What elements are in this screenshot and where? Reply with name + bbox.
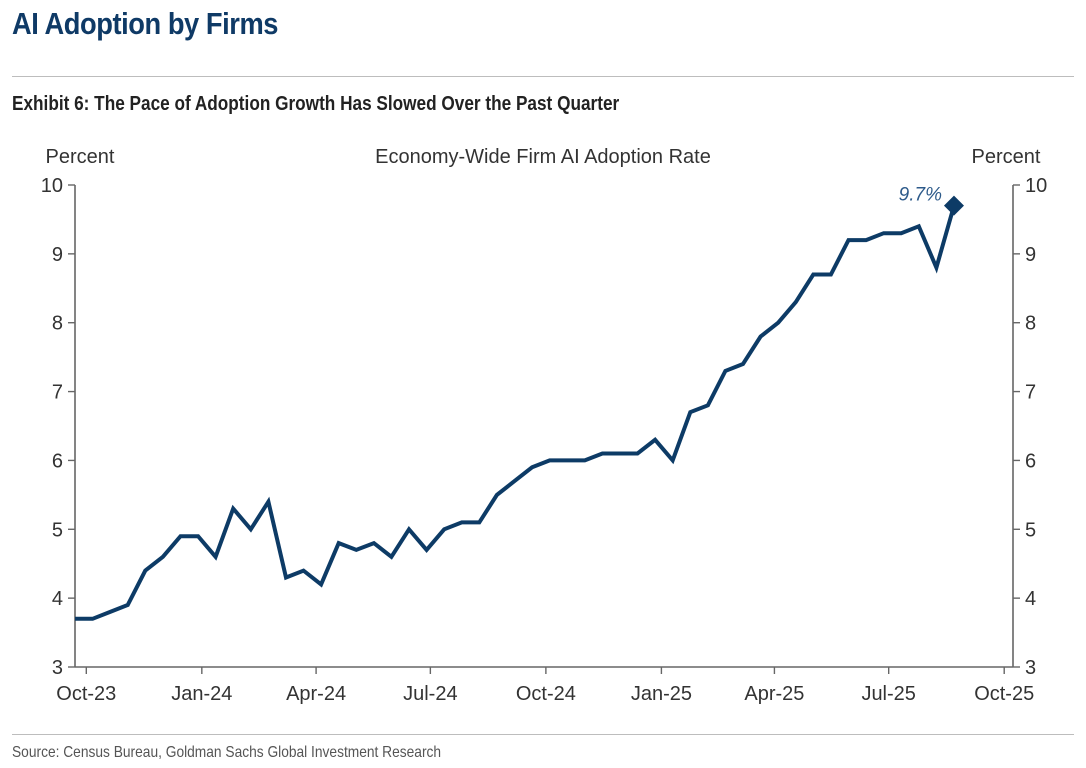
- x-tick-label: Jan-24: [171, 683, 232, 705]
- y-tick-label-left: 8: [52, 313, 63, 335]
- x-tick-label: Oct-25: [974, 683, 1034, 705]
- y-tick-label-right: 5: [1025, 519, 1036, 541]
- y-tick-label-right: 10: [1025, 175, 1047, 197]
- series-group: 9.7%: [74, 185, 964, 621]
- page-title: AI Adoption by Firms: [12, 6, 279, 41]
- chart-title: Economy-Wide Firm AI Adoption Rate: [375, 146, 711, 168]
- divider-top: [12, 76, 1074, 77]
- last-value-label: 9.7%: [899, 185, 942, 206]
- exhibit-title: Exhibit 6: The Pace of Adoption Growth H…: [12, 93, 620, 115]
- x-tick-label: Oct-24: [516, 683, 576, 705]
- x-tick-label: Jul-24: [403, 683, 457, 705]
- divider-bottom: [12, 734, 1074, 735]
- right-axis-title: Percent: [972, 146, 1041, 168]
- y-tick-label-right: 4: [1025, 588, 1036, 610]
- x-tick-label: Apr-24: [286, 683, 346, 705]
- y-tick-label-left: 3: [52, 657, 63, 679]
- axes: 3 3 4 4 5 5 6 6 7 7 8 8 9 9 10 10 Oct-23 Jan-24 Apr-24 Jul-…: [41, 175, 1048, 705]
- y-tick-label-left: 9: [52, 244, 63, 266]
- x-tick-label: Jan-25: [631, 683, 692, 705]
- y-tick-label-right: 3: [1025, 657, 1036, 679]
- y-tick-label-right: 8: [1025, 313, 1036, 335]
- x-tick-label: Apr-25: [744, 683, 804, 705]
- y-tick-label-right: 6: [1025, 450, 1036, 472]
- y-tick-label-left: 6: [52, 450, 63, 472]
- series-line: [75, 205, 956, 621]
- source-note: Source: Census Bureau, Goldman Sachs Glo…: [12, 744, 442, 761]
- y-tick-label-left: 5: [52, 519, 63, 541]
- y-tick-label-left: 10: [41, 175, 63, 197]
- y-tick-label-right: 9: [1025, 244, 1036, 266]
- y-tick-label-left: 4: [52, 588, 63, 610]
- left-axis-title: Percent: [46, 146, 115, 168]
- x-tick-label: Oct-23: [56, 683, 116, 705]
- y-tick-label-right: 7: [1025, 382, 1036, 404]
- y-tick-label-left: 7: [52, 382, 63, 404]
- last-point-diamond-marker: [943, 195, 964, 216]
- x-tick-label: Jul-25: [861, 683, 915, 705]
